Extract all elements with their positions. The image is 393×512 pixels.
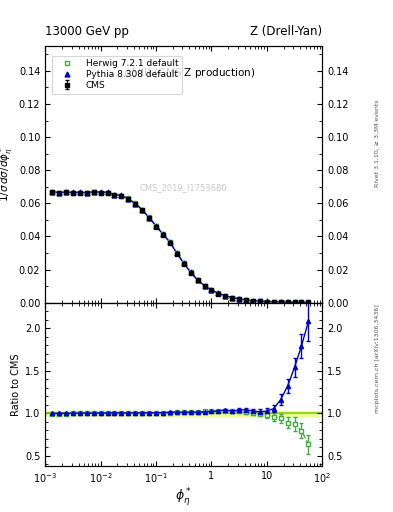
- Pythia 8.308 default: [161, 231, 165, 238]
- Pythia 8.308 default: [147, 215, 151, 221]
- Herwig 7.2.1 default: [306, 300, 311, 306]
- Herwig 7.2.1 default: [299, 300, 304, 306]
- Pythia 8.308 default: [57, 189, 61, 196]
- Pythia 8.308 default: [285, 299, 290, 305]
- Pythia 8.308 default: [209, 287, 214, 293]
- Herwig 7.2.1 default: [272, 299, 276, 305]
- Herwig 7.2.1 default: [112, 192, 117, 198]
- Pythia 8.308 default: [251, 297, 255, 304]
- Pythia 8.308 default: [126, 196, 130, 202]
- Herwig 7.2.1 default: [57, 189, 61, 196]
- Herwig 7.2.1 default: [174, 249, 179, 255]
- Pythia 8.308 default: [140, 206, 145, 212]
- Text: CMS_2019_I1753680: CMS_2019_I1753680: [140, 183, 228, 191]
- Herwig 7.2.1 default: [126, 195, 130, 201]
- Herwig 7.2.1 default: [285, 299, 290, 305]
- Herwig 7.2.1 default: [216, 290, 221, 296]
- Herwig 7.2.1 default: [84, 190, 89, 196]
- Herwig 7.2.1 default: [244, 297, 248, 303]
- Pythia 8.308 default: [70, 189, 75, 196]
- Y-axis label: $1/\sigma\,d\sigma/d\phi^*_\eta$: $1/\sigma\,d\sigma/d\phi^*_\eta$: [0, 146, 15, 202]
- Herwig 7.2.1 default: [257, 298, 262, 304]
- Text: Z (Drell-Yan): Z (Drell-Yan): [250, 26, 322, 38]
- Herwig 7.2.1 default: [202, 283, 207, 289]
- Pythia 8.308 default: [119, 193, 124, 199]
- Herwig 7.2.1 default: [251, 297, 255, 304]
- Pythia 8.308 default: [244, 297, 248, 303]
- Herwig 7.2.1 default: [70, 189, 75, 196]
- Herwig 7.2.1 default: [98, 189, 103, 196]
- Herwig 7.2.1 default: [50, 189, 55, 195]
- Pythia 8.308 default: [64, 189, 68, 195]
- Pythia 8.308 default: [105, 189, 110, 195]
- Herwig 7.2.1 default: [209, 287, 214, 293]
- Herwig 7.2.1 default: [292, 300, 297, 306]
- Pythia 8.308 default: [306, 299, 311, 305]
- Pythia 8.308 default: [272, 298, 276, 305]
- Pythia 8.308 default: [133, 201, 138, 207]
- Pythia 8.308 default: [50, 188, 55, 195]
- Herwig 7.2.1 default: [119, 193, 124, 199]
- Pythia 8.308 default: [202, 283, 207, 289]
- Pythia 8.308 default: [216, 290, 221, 296]
- Herwig 7.2.1 default: [264, 298, 269, 305]
- Text: Rivet 3.1.10, ≥ 3.3M events: Rivet 3.1.10, ≥ 3.3M events: [375, 99, 380, 187]
- Pythia 8.308 default: [257, 298, 262, 304]
- Bar: [45, 411, 322, 416]
- Pythia 8.308 default: [154, 223, 158, 229]
- Herwig 7.2.1 default: [91, 189, 96, 195]
- Pythia 8.308 default: [188, 269, 193, 275]
- Y-axis label: Ratio to CMS: Ratio to CMS: [11, 353, 21, 416]
- Pythia 8.308 default: [278, 299, 283, 305]
- Pythia 8.308 default: [230, 294, 235, 301]
- Herwig 7.2.1 default: [195, 276, 200, 283]
- Pythia 8.308 default: [98, 189, 103, 195]
- Herwig 7.2.1 default: [223, 293, 228, 299]
- X-axis label: $\phi^*_\eta$: $\phi^*_\eta$: [175, 486, 192, 508]
- Herwig 7.2.1 default: [230, 294, 235, 301]
- Herwig 7.2.1 default: [278, 299, 283, 305]
- Line: Pythia 8.308 default: Pythia 8.308 default: [50, 189, 311, 305]
- Pythia 8.308 default: [292, 299, 297, 305]
- Herwig 7.2.1 default: [154, 223, 158, 229]
- Herwig 7.2.1 default: [237, 296, 241, 302]
- Pythia 8.308 default: [84, 189, 89, 196]
- Pythia 8.308 default: [91, 189, 96, 195]
- Herwig 7.2.1 default: [140, 207, 145, 213]
- Herwig 7.2.1 default: [167, 239, 172, 245]
- Text: 13000 GeV pp: 13000 GeV pp: [45, 26, 129, 38]
- Pythia 8.308 default: [174, 250, 179, 256]
- Herwig 7.2.1 default: [147, 215, 151, 221]
- Pythia 8.308 default: [264, 298, 269, 305]
- Pythia 8.308 default: [195, 277, 200, 283]
- Herwig 7.2.1 default: [105, 189, 110, 196]
- Herwig 7.2.1 default: [181, 260, 186, 266]
- Pythia 8.308 default: [112, 191, 117, 198]
- Herwig 7.2.1 default: [133, 200, 138, 206]
- Text: mcplots.cern.ch [arXiv:1306.3436]: mcplots.cern.ch [arXiv:1306.3436]: [375, 304, 380, 413]
- Line: Herwig 7.2.1 default: Herwig 7.2.1 default: [50, 189, 311, 305]
- Pythia 8.308 default: [299, 299, 304, 305]
- Legend: Herwig 7.2.1 default, Pythia 8.308 default, CMS: Herwig 7.2.1 default, Pythia 8.308 defau…: [53, 56, 182, 94]
- Pythia 8.308 default: [181, 260, 186, 266]
- Pythia 8.308 default: [77, 189, 82, 195]
- Text: $\dot{\phi}^*_\eta$(ll) (CMS Z production): $\dot{\phi}^*_\eta$(ll) (CMS Z productio…: [123, 63, 255, 81]
- Herwig 7.2.1 default: [64, 189, 68, 195]
- Herwig 7.2.1 default: [161, 231, 165, 237]
- Pythia 8.308 default: [237, 296, 241, 302]
- Herwig 7.2.1 default: [77, 189, 82, 196]
- Pythia 8.308 default: [167, 239, 172, 245]
- Pythia 8.308 default: [223, 293, 228, 299]
- Herwig 7.2.1 default: [188, 269, 193, 275]
